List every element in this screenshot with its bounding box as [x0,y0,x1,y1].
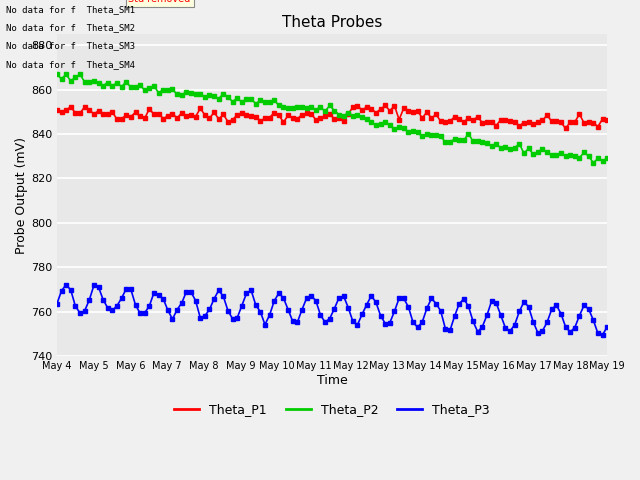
Text: Std removed: Std removed [129,0,191,4]
Text: No data for f  Theta_SM4: No data for f Theta_SM4 [6,60,136,69]
Y-axis label: Probe Output (mV): Probe Output (mV) [15,137,28,253]
Text: No data for f  Theta_SM3: No data for f Theta_SM3 [6,41,136,50]
Text: No data for f  Theta_SM1: No data for f Theta_SM1 [6,5,136,14]
X-axis label: Time: Time [317,374,348,387]
Legend: Theta_P1, Theta_P2, Theta_P3: Theta_P1, Theta_P2, Theta_P3 [170,398,495,421]
Title: Theta Probes: Theta Probes [282,15,382,30]
Text: No data for f  Theta_SM2: No data for f Theta_SM2 [6,23,136,32]
